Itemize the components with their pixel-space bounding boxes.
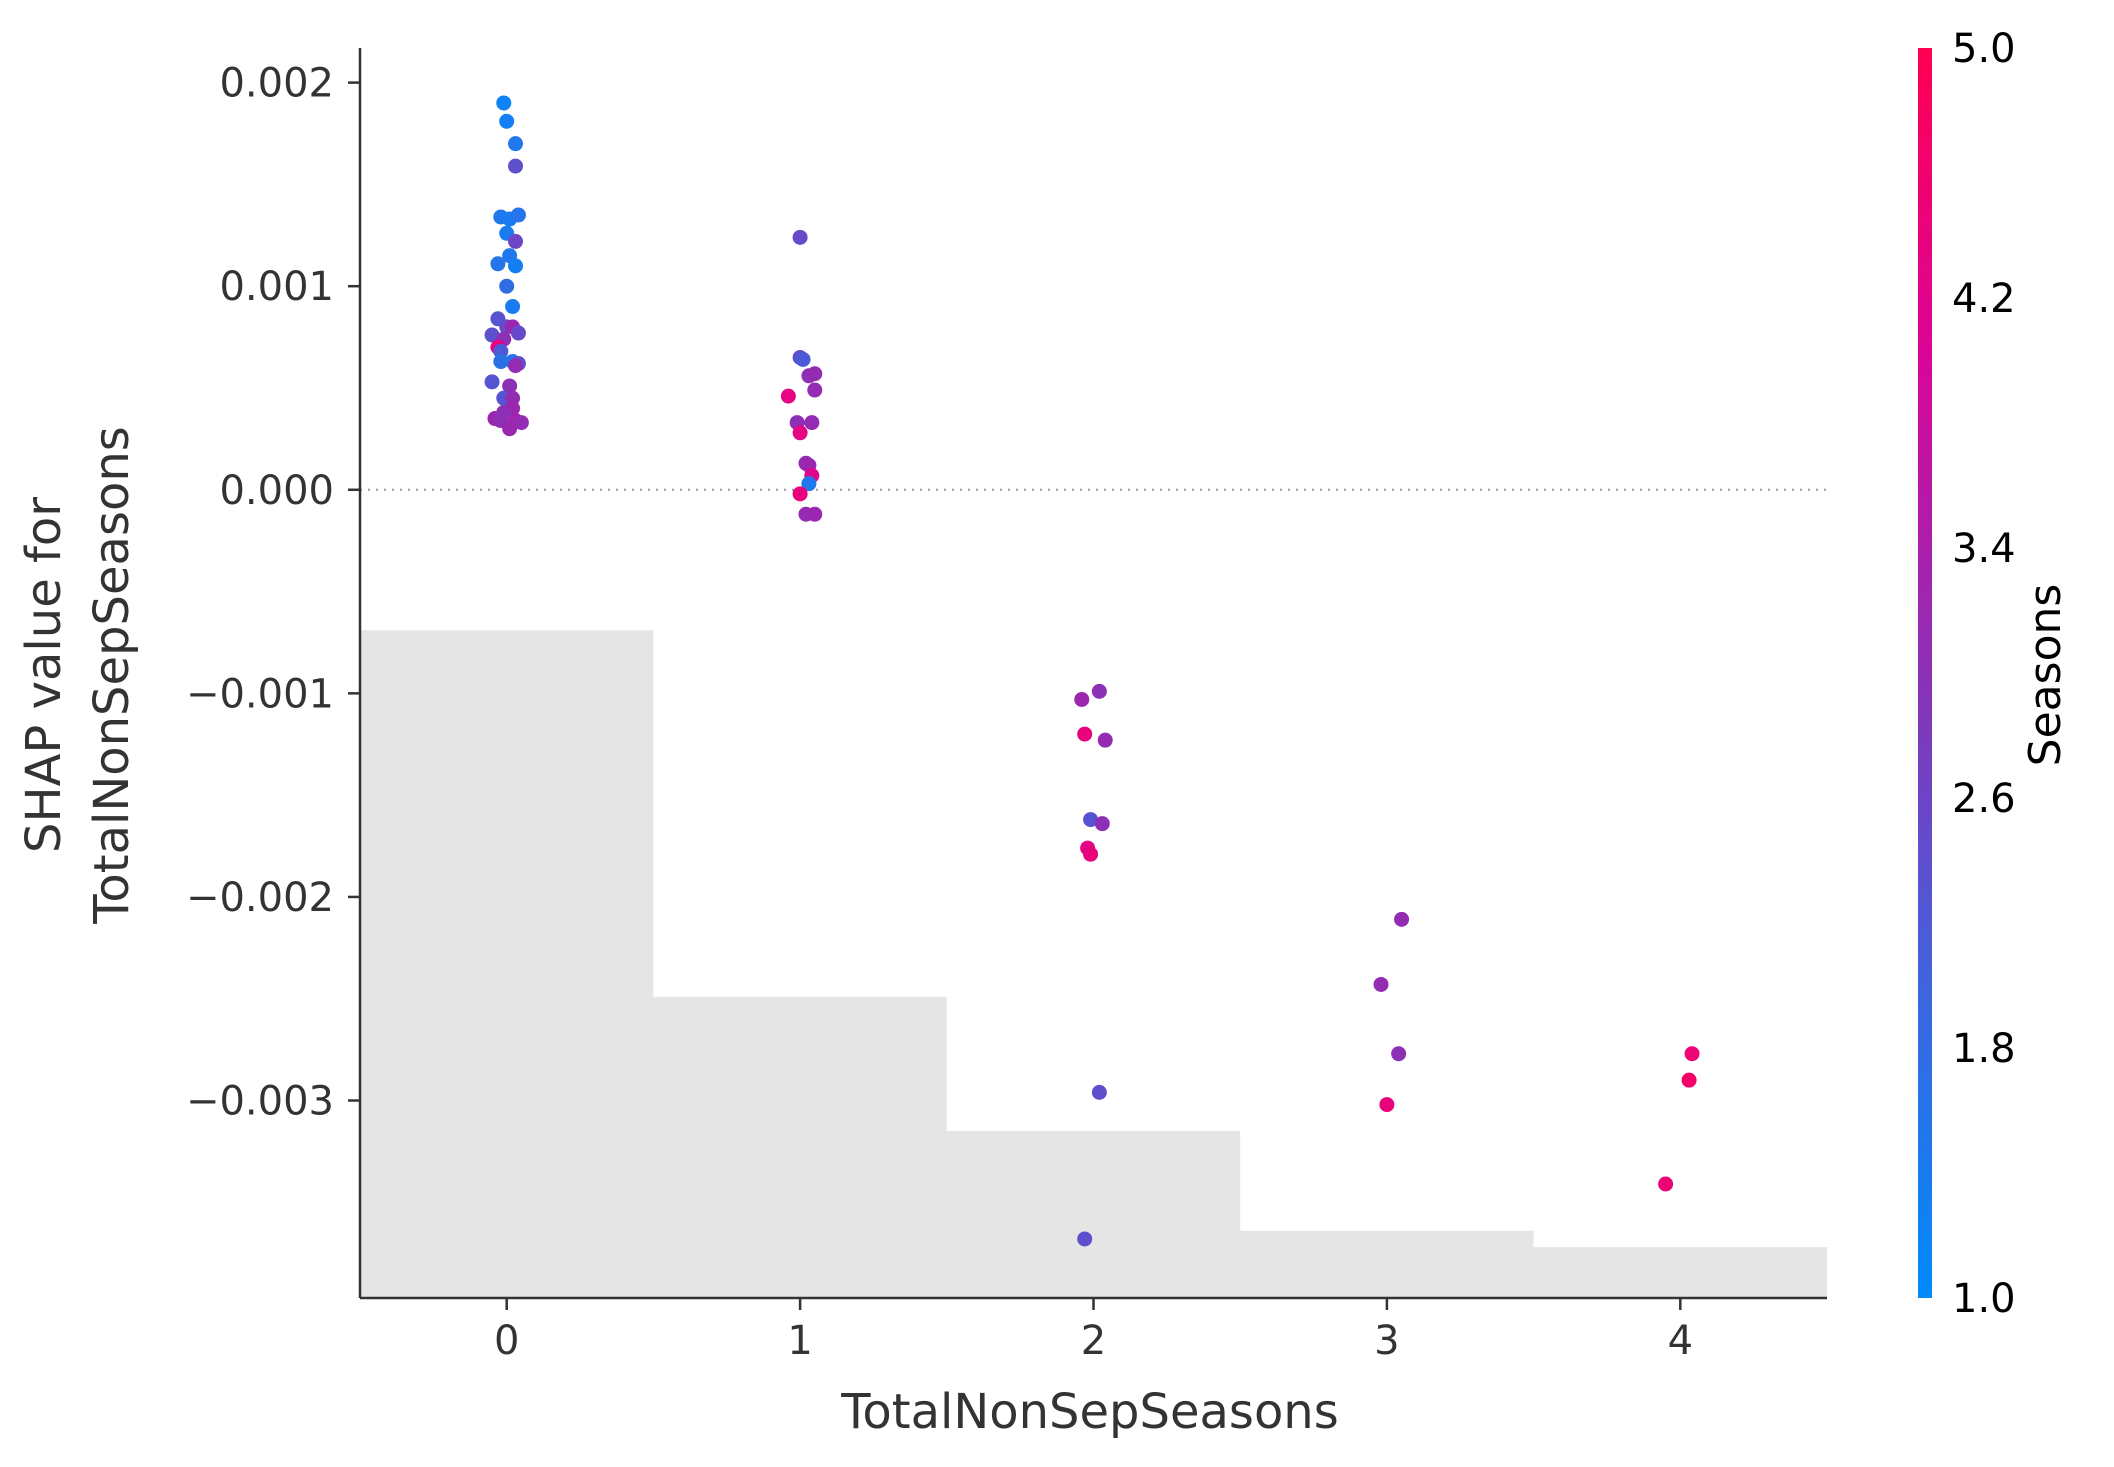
scatter-point	[1094, 816, 1110, 832]
scatter-point	[1658, 1176, 1674, 1192]
y-axis-title-line-1: SHAP value for	[16, 497, 72, 853]
histogram-bar	[1240, 1230, 1534, 1298]
x-tick-label: 2	[1081, 1318, 1106, 1364]
scatter-point	[1681, 1072, 1697, 1088]
scatter-point	[510, 325, 526, 341]
scatter-point	[1394, 911, 1410, 927]
scatter-point	[502, 421, 518, 437]
scatter-point	[499, 278, 515, 294]
scatter-point	[484, 327, 500, 343]
histogram-bar	[360, 630, 654, 1298]
scatter-point	[795, 351, 811, 367]
y-tick-label: 0.001	[219, 264, 334, 310]
x-tick-label: 4	[1668, 1318, 1693, 1364]
scatter-point	[780, 388, 796, 404]
scatter-point	[792, 486, 808, 502]
colorbar-tick-label: 4.2	[1952, 276, 2016, 322]
scatter-point	[1097, 732, 1113, 748]
scatter-point	[484, 374, 500, 390]
y-tick-label: 0.000	[219, 468, 334, 514]
scatter-point	[792, 425, 808, 441]
scatter-point	[1684, 1046, 1700, 1062]
scatter-point	[807, 382, 823, 398]
scatter-point	[508, 258, 524, 274]
scatter-point	[496, 95, 512, 111]
y-tick-label: −0.003	[186, 1079, 334, 1125]
scatter-point	[1091, 683, 1107, 699]
histogram-bar	[1533, 1247, 1827, 1298]
colorbar-tick-label: 1.8	[1952, 1026, 2016, 1072]
x-tick-label: 0	[494, 1318, 519, 1364]
colorbar-tick-label: 2.6	[1952, 776, 2016, 822]
scatter-point	[508, 358, 524, 374]
scatter-point	[508, 233, 524, 249]
scatter-points	[484, 95, 1700, 1247]
scatter-point	[1091, 1084, 1107, 1100]
scatter-point	[502, 378, 518, 394]
scatter-point	[508, 136, 524, 152]
scatter-point	[508, 158, 524, 174]
scatter-point	[1077, 1231, 1093, 1247]
scatter-point	[513, 415, 529, 431]
scatter-point	[1373, 976, 1389, 992]
y-tick-label: −0.001	[186, 671, 334, 717]
scatter-point	[510, 207, 526, 223]
y-tick-label: −0.002	[186, 875, 334, 921]
scatter-point	[792, 229, 808, 245]
colorbar-tick-label: 3.4	[1952, 526, 2016, 572]
colorbar-tick-label: 1.0	[1952, 1276, 2016, 1322]
scatter-point	[1391, 1046, 1407, 1062]
x-axis-title: TotalNonSepSeasons	[840, 1384, 1338, 1440]
y-axis-title-line-2: TotalNonSepSeasons	[84, 426, 140, 924]
colorbar-title: Seasons	[2020, 584, 2071, 767]
x-axis-ticks: 0 1 2 3 4	[494, 1298, 1693, 1364]
scatter-point	[804, 415, 820, 431]
colorbar	[1918, 48, 1932, 1298]
scatter-point	[1379, 1097, 1395, 1113]
colorbar-ticks: 5.0 4.2 3.4 2.6 1.8 1.0	[1952, 26, 2016, 1322]
histogram-bar	[653, 996, 947, 1298]
scatter-point	[496, 404, 512, 420]
y-axis-ticks: 0.002 0.001 0.000 −0.001 −0.002 −0.003	[186, 61, 360, 1125]
scatter-point	[807, 506, 823, 522]
y-tick-label: 0.002	[219, 61, 334, 107]
scatter-point	[490, 256, 506, 272]
scatter-point	[1077, 726, 1093, 742]
scatter-point	[499, 113, 515, 129]
scatter-point	[505, 299, 521, 315]
scatter-point	[1074, 691, 1090, 707]
scatter-point	[493, 354, 509, 370]
colorbar-tick-label: 5.0	[1952, 26, 2016, 72]
x-tick-label: 1	[787, 1318, 812, 1364]
histogram-bar	[946, 1131, 1241, 1298]
scatter-point	[1083, 812, 1099, 828]
scatter-point	[807, 366, 823, 382]
x-tick-label: 3	[1374, 1318, 1399, 1364]
histogram-background	[360, 630, 1827, 1298]
scatter-point	[801, 476, 817, 492]
scatter-point	[1083, 846, 1099, 862]
